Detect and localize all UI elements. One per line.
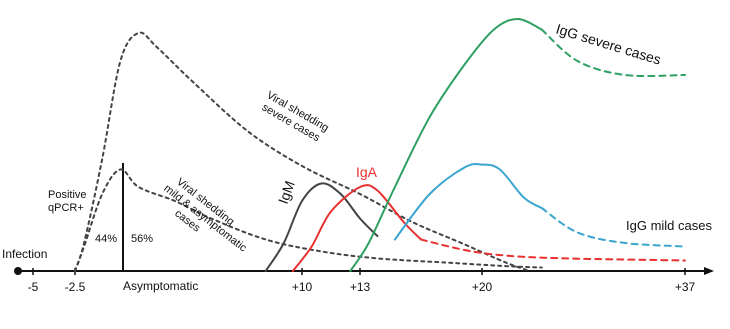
series-line-igg-mild-cases-dashed	[540, 207, 686, 248]
pct-left-label: 44%	[95, 233, 117, 245]
pct-right-label: 56%	[131, 233, 153, 245]
series-line-igm-solid	[264, 182, 379, 272]
series-line-igg-severe-cases-solid	[349, 17, 543, 272]
axis-tick-label: +10	[292, 280, 313, 294]
iga-label: IgA	[356, 164, 378, 180]
axis-tick-label: -5	[28, 280, 39, 294]
infection-origin-dot	[14, 267, 22, 275]
asymptomatic-label: Asymptomatic	[123, 279, 198, 293]
series-line-iga-dashed	[420, 238, 686, 262]
igm-label: IgM	[275, 179, 298, 206]
series-layer	[74, 17, 686, 272]
axis-tick-label: +37	[675, 280, 696, 294]
axis-tick-label: +20	[472, 280, 493, 294]
viral-severe-label: Viral shedding severe cases	[260, 89, 331, 144]
axis-ticks: -5 -2.5 +10 +13 +20 +37	[28, 268, 696, 294]
series-line-viral-shedding-mild-asymptomatic-cases-dotted	[74, 168, 543, 272]
igg-mild-label: IgG mild cases	[626, 218, 712, 233]
igg-severe-label: IgG severe cases	[554, 21, 663, 68]
series-line-viral-shedding-severe-cases-dotted	[74, 31, 531, 272]
series-line-igg-mild-cases-solid	[393, 163, 543, 241]
axis-tick-label: -2.5	[65, 280, 86, 294]
series-line-iga-solid	[291, 184, 422, 272]
positive-qpcr-label-line1: Positive	[48, 189, 87, 201]
viral-mild-label: Viral shedding mild & asymptomatic cases	[161, 176, 249, 255]
axis-tick-label: +13	[350, 280, 371, 294]
infection-label: Infection	[2, 247, 47, 261]
positive-qpcr-label-line2: qPCR+	[48, 202, 84, 214]
series-line-igg-severe-cases-dashed	[540, 28, 686, 78]
